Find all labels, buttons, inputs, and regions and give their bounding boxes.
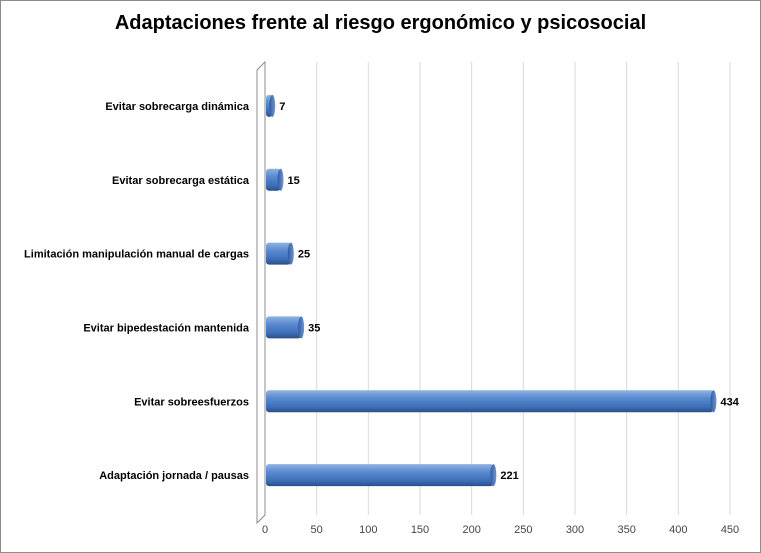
bar-cap [277,168,284,191]
y-axis-wall [256,60,266,525]
x-tick-label: 300 [566,524,584,536]
bar [266,242,291,265]
category-label: Adaptación jornada / pausas [99,470,249,482]
category-label: Evitar sobreesfuerzos [134,396,249,408]
bar-cap [269,94,276,117]
x-tick-label: 100 [359,524,377,536]
x-tick-label: 400 [669,524,687,536]
bar-cap [710,390,717,413]
data-label: 434 [720,396,739,408]
x-tick-label: 450 [721,524,739,536]
bar-cap [490,464,497,487]
x-tick-label: 250 [514,524,532,536]
bar [266,390,714,413]
data-label: 15 [288,175,300,187]
category-label: Evitar sobrecarga dinámica [105,101,250,113]
labels: 0 50 100 150 200 250 300 350 400 450 Evitar sobrec… [24,101,740,536]
bar [266,316,302,339]
category-label: Evitar sobrecarga estática [112,175,250,187]
bar [266,464,494,487]
data-label: 7 [279,101,285,113]
bar-cap [287,242,294,265]
bars [266,94,717,487]
x-tick-label: 150 [411,524,429,536]
data-label: 25 [298,249,310,261]
data-label: 221 [500,470,518,482]
x-tick-label: 0 [262,524,268,536]
x-tick-label: 350 [617,524,635,536]
data-label: 35 [308,322,320,334]
x-tick-label: 200 [462,524,480,536]
chart-title: Adaptaciones frente al riesgo ergonómico… [114,12,647,34]
category-label: Evitar bipedestación mantenida [83,322,250,334]
bar [266,168,281,191]
gridlines [264,62,731,515]
category-label: Limitación manipulación manual de cargas [24,249,249,261]
bar-cap [298,316,305,339]
axes [256,60,266,525]
x-tick-label: 50 [311,524,323,536]
